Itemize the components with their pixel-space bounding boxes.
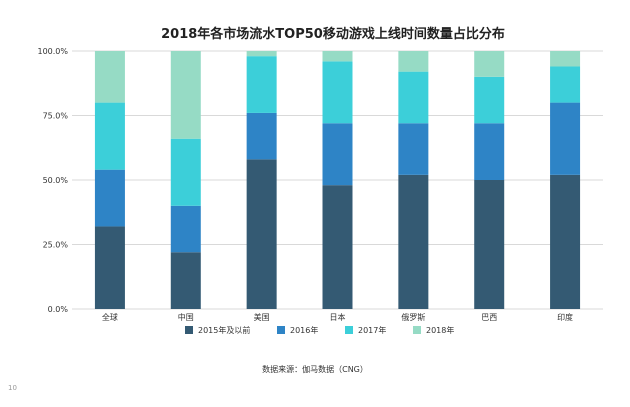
bar-segment (170, 51, 201, 139)
bar-segment (246, 112, 277, 160)
legend-label: 2016年 (290, 325, 318, 335)
chart-title: 2018年各市场流水TOP50移动游戏上线时间数量占比分布 (161, 26, 505, 42)
bar-segment (474, 51, 505, 77)
x-axis-ticks: 全球 中国 美国 日本 俄罗斯 巴西 印度 (102, 312, 573, 322)
x-tick-label: 中国 (178, 312, 194, 322)
bar-segment (322, 185, 353, 309)
bar-segment (550, 51, 581, 67)
bar-segment (550, 66, 581, 103)
y-tick-label: 50.0% (43, 176, 69, 185)
y-tick-label: 100.0% (37, 47, 68, 56)
bar-segment (246, 51, 277, 57)
legend-label: 2015年及以前 (198, 325, 250, 335)
x-tick-label: 日本 (330, 312, 346, 322)
y-tick-label: 25.0% (43, 241, 69, 250)
bar-segment (550, 102, 581, 175)
legend-swatch (345, 326, 353, 334)
bar-segment (170, 252, 201, 309)
legend-swatch (185, 326, 193, 334)
y-tick-label: 75.0% (43, 112, 69, 121)
bar-segment (170, 205, 201, 253)
bar-segment (322, 51, 353, 62)
bar-segment (398, 51, 429, 72)
page-number: 10 (8, 384, 17, 392)
bar-segment (94, 169, 125, 227)
bar-segment (322, 61, 353, 124)
bar-segment (550, 174, 581, 309)
bar-segment (474, 123, 505, 180)
bar-stacks (94, 51, 581, 309)
bar-segment (94, 226, 125, 309)
legend-swatch (277, 326, 285, 334)
bar-segment (398, 71, 429, 124)
bar-segment (94, 102, 125, 170)
legend: 2015年及以前 2016年 2017年 2018年 (185, 325, 454, 335)
bar-segment (246, 56, 277, 113)
legend-label: 2018年 (426, 325, 454, 335)
x-tick-label: 印度 (557, 312, 573, 322)
bar-segment (322, 123, 353, 186)
x-tick-label: 美国 (254, 312, 270, 322)
bar-segment (398, 123, 429, 175)
legend-swatch (413, 326, 421, 334)
x-tick-label: 巴西 (481, 313, 497, 322)
y-tick-label: 0.0% (48, 305, 69, 314)
bar-segment (474, 180, 505, 309)
bar-segment (94, 51, 125, 103)
x-tick-label: 全球 (102, 312, 118, 322)
bar-segment (170, 138, 201, 206)
data-source-note: 数据来源：伽马数据（CNG） (262, 364, 368, 374)
x-tick-label: 俄罗斯 (401, 312, 425, 322)
bar-segment (246, 159, 277, 309)
legend-label: 2017年 (358, 325, 386, 335)
bar-segment (398, 174, 429, 309)
bar-segment (474, 76, 505, 124)
y-axis-ticks: 0.0% 25.0% 50.0% 75.0% 100.0% (37, 47, 68, 314)
